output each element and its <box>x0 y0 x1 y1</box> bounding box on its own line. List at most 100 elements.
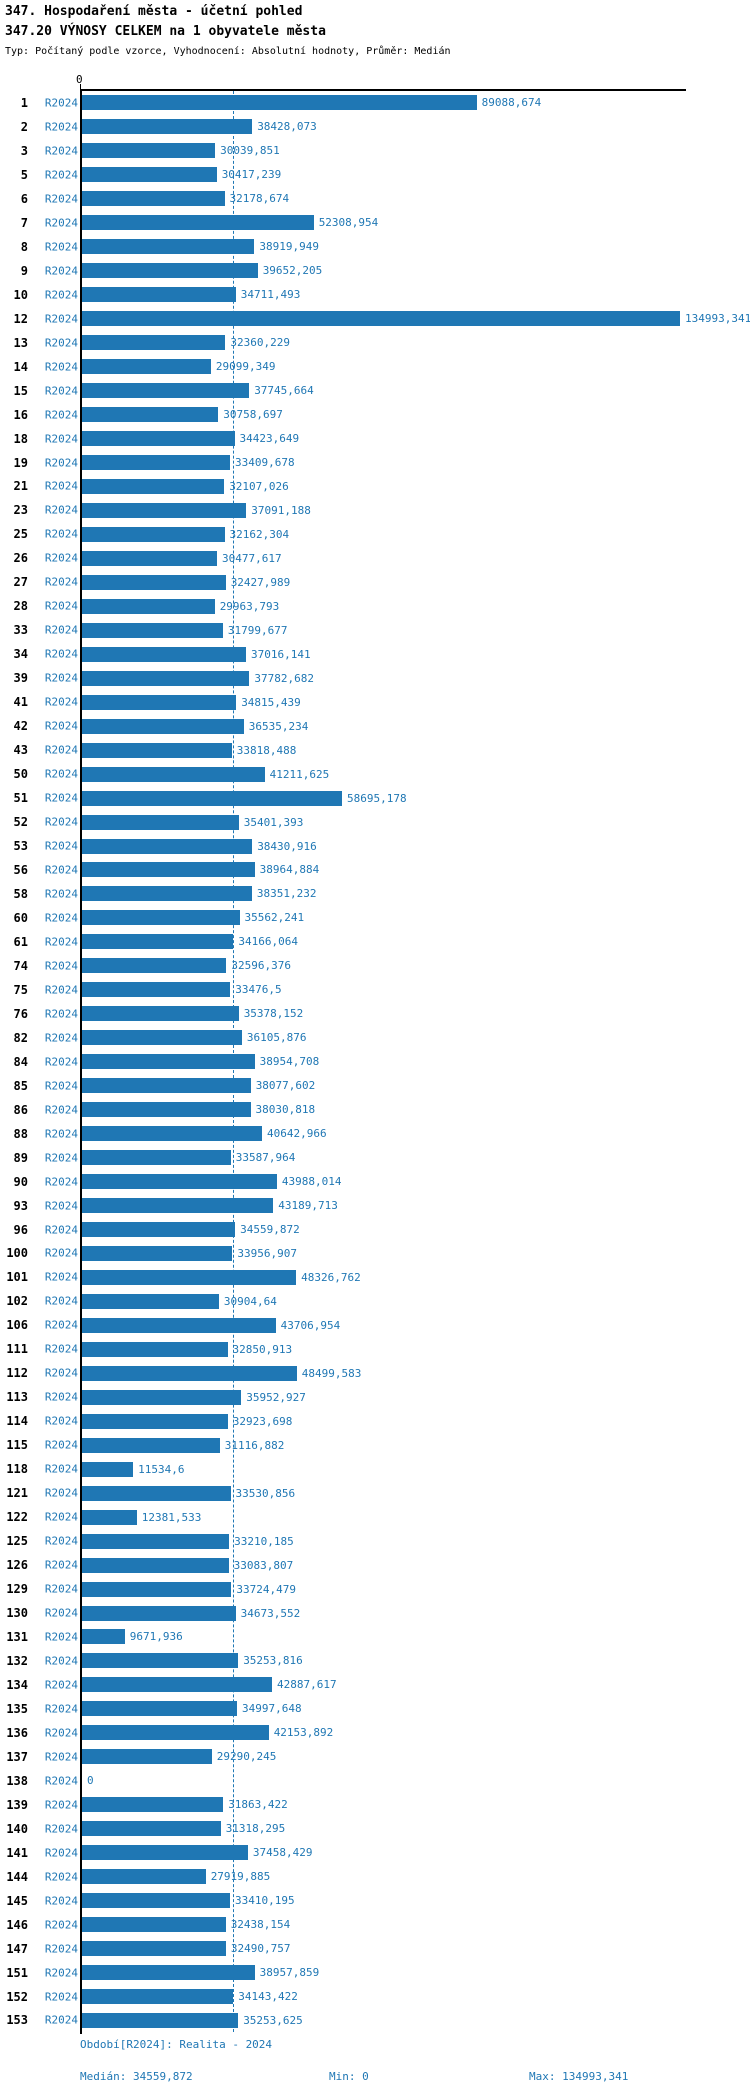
value-bar <box>82 814 239 830</box>
chart-row: 23 R2024 37091,188 <box>0 498 750 522</box>
row-rank-label: 139 <box>6 1797 28 1812</box>
row-period-label: R2024 <box>44 360 78 374</box>
value-label: 32923,698 <box>232 1414 293 1428</box>
value-label: 33476,5 <box>235 983 282 997</box>
row-period-label: R2024 <box>44 1246 78 1260</box>
value-label: 32490,757 <box>230 1942 291 1956</box>
row-period-label: R2024 <box>44 1774 78 1788</box>
row-bar-area: 30904,64 <box>82 1289 277 1313</box>
row-bar-area: 37458,429 <box>82 1841 313 1865</box>
row-period-label: R2024 <box>44 384 78 398</box>
chart-row: 141 R2024 37458,429 <box>0 1841 750 1865</box>
value-bar <box>82 790 342 806</box>
row-period-label: R2024 <box>44 647 78 661</box>
row-period-label: R2024 <box>44 120 78 134</box>
value-bar <box>82 1126 262 1142</box>
row-rank-label: 14 <box>13 359 28 374</box>
value-bar <box>82 1174 277 1190</box>
bar-chart: 1 R2024 89088,674 2 R2024 38428,073 3 R2… <box>0 91 750 2032</box>
row-rank-label: 89 <box>13 1150 28 1165</box>
value-bar <box>82 886 252 902</box>
row-rank-label: 132 <box>6 1653 28 1668</box>
row-bar-area: 52308,954 <box>82 211 378 235</box>
chart-row: 151 R2024 38957,859 <box>0 1961 750 1985</box>
row-bar-area: 34423,649 <box>82 427 299 451</box>
value-label: 31863,422 <box>228 1798 288 1812</box>
chart-row: 138 R2024 0 <box>0 1769 750 1793</box>
row-period-label: R2024 <box>44 1270 78 1284</box>
value-label: 32360,229 <box>230 336 290 350</box>
row-rank-label: 51 <box>13 791 28 806</box>
chart-row: 5 R2024 30417,239 <box>0 163 750 187</box>
chart-row: 147 R2024 32490,757 <box>0 1937 750 1961</box>
chart-row: 58 R2024 38351,232 <box>0 882 750 906</box>
row-period-label: R2024 <box>44 144 78 158</box>
row-period-label: R2024 <box>44 264 78 278</box>
row-period-label: R2024 <box>44 2013 78 2027</box>
value-bar <box>82 1701 237 1717</box>
row-bar-area: 0 <box>82 1769 94 1793</box>
chart-row: 112 R2024 48499,583 <box>0 1361 750 1385</box>
value-bar <box>82 95 477 111</box>
chart-row: 118 R2024 11534,6 <box>0 1457 750 1481</box>
row-bar-area: 31116,882 <box>82 1433 284 1457</box>
value-bar <box>82 670 250 686</box>
value-bar <box>82 1965 255 1981</box>
row-bar-area: 30758,697 <box>82 403 283 427</box>
row-rank-label: 43 <box>13 743 28 758</box>
row-period-label: R2024 <box>44 456 78 470</box>
value-label: 34559,872 <box>240 1223 300 1237</box>
chart-row: 140 R2024 31318,295 <box>0 1817 750 1841</box>
chart-row: 88 R2024 40642,966 <box>0 1122 750 1146</box>
row-rank-label: 39 <box>13 671 28 686</box>
chart-row: 136 R2024 42153,892 <box>0 1721 750 1745</box>
value-label: 48326,762 <box>301 1270 361 1284</box>
chart-row: 139 R2024 31863,422 <box>0 1793 750 1817</box>
chart-row: 3 R2024 30039,851 <box>0 139 750 163</box>
row-rank-label: 88 <box>13 1126 28 1141</box>
chart-row: 15 R2024 37745,664 <box>0 379 750 403</box>
chart-row: 122 R2024 12381,533 <box>0 1505 750 1529</box>
row-rank-label: 28 <box>13 599 28 614</box>
value-bar <box>82 143 216 159</box>
chart-row: 2 R2024 38428,073 <box>0 115 750 139</box>
row-bar-area: 37091,188 <box>82 498 311 522</box>
value-bar <box>82 718 244 734</box>
chart-row: 89 R2024 33587,964 <box>0 1146 750 1170</box>
value-label: 43189,713 <box>278 1199 338 1213</box>
row-rank-label: 140 <box>6 1821 28 1836</box>
chart-row: 56 R2024 38964,884 <box>0 858 750 882</box>
value-bar <box>82 1150 231 1166</box>
row-period-label: R2024 <box>44 336 78 350</box>
chart-row: 42 R2024 36535,234 <box>0 714 750 738</box>
row-rank-label: 90 <box>13 1174 28 1189</box>
value-bar <box>82 1389 242 1405</box>
row-bar-area: 34559,872 <box>82 1218 300 1242</box>
value-bar <box>82 1989 234 2005</box>
value-label: 36105,876 <box>246 1031 307 1045</box>
chart-row: 74 R2024 32596,376 <box>0 954 750 978</box>
row-bar-area: 38030,818 <box>82 1098 315 1122</box>
value-bar <box>82 119 253 135</box>
report-title: 347. Hospodaření města - účetní pohled <box>5 4 303 19</box>
row-bar-area: 36105,876 <box>82 1026 307 1050</box>
axis-zero-tick-label: 0 <box>76 73 83 86</box>
row-bar-area: 32427,989 <box>82 570 290 594</box>
chart-row: 53 R2024 38430,916 <box>0 834 750 858</box>
row-period-label: R2024 <box>44 1990 78 2004</box>
value-label: 35401,393 <box>243 815 304 829</box>
value-bar <box>82 622 223 638</box>
value-label: 36535,234 <box>248 719 309 733</box>
value-label: 34166,064 <box>238 935 298 949</box>
value-label: 30039,851 <box>220 144 280 158</box>
value-label: 38077,602 <box>255 1079 316 1093</box>
value-bar <box>82 982 231 998</box>
value-bar <box>82 598 215 614</box>
row-bar-area: 30477,617 <box>82 546 282 570</box>
row-bar-area: 38954,708 <box>82 1050 319 1074</box>
chart-row: 121 R2024 33530,856 <box>0 1481 750 1505</box>
row-bar-area: 38964,884 <box>82 858 319 882</box>
row-bar-area: 34711,493 <box>82 283 300 307</box>
value-label: 31116,882 <box>224 1438 285 1452</box>
row-rank-label: 113 <box>6 1390 28 1405</box>
